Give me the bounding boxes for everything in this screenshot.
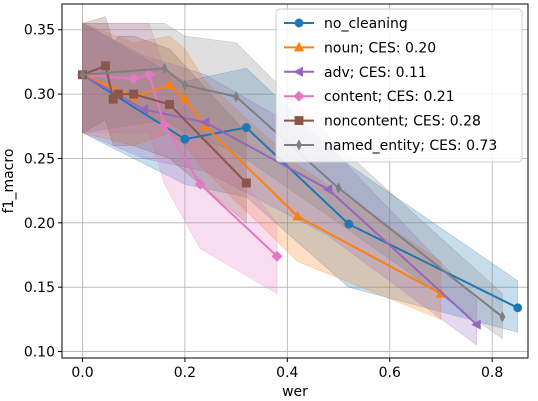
series-5 — [79, 62, 506, 323]
y-tick-label: 0.30 — [24, 87, 55, 103]
data-point — [164, 79, 175, 90]
series-2 — [76, 69, 481, 330]
legend-label: named_entity; CES: 0.73 — [324, 138, 497, 154]
data-point — [241, 178, 251, 188]
data-point — [181, 79, 188, 91]
x-tick-label: 0.2 — [174, 365, 196, 381]
data-point — [471, 319, 481, 330]
x-tick-label: 0.0 — [71, 365, 93, 381]
y-axis-label: f1_macro — [1, 149, 17, 214]
data-point — [79, 69, 86, 81]
data-point — [292, 210, 303, 221]
y-tick-label: 0.25 — [24, 151, 55, 167]
tick-layer: 0.0 0.2 0.4 0.6 0.8 0.10 0.15 0.20 0.25 0.30 0.35 — [24, 23, 503, 381]
data-point — [101, 61, 110, 71]
x-tick-label: 0.8 — [481, 365, 503, 381]
x-tick-label: 0.6 — [379, 365, 401, 381]
legend-label: noun; CES: 0.20 — [324, 40, 436, 56]
legend-marker — [293, 90, 305, 102]
legend-label: no_cleaning — [324, 16, 408, 32]
legend-item: no_cleaning — [284, 16, 408, 32]
legend-item: adv; CES: 0.11 — [284, 65, 427, 81]
legend-marker — [293, 41, 305, 52]
legend-label: content; CES: 0.21 — [324, 89, 455, 105]
data-point — [233, 90, 240, 103]
legend-label: adv; CES: 0.11 — [324, 65, 427, 81]
y-tick-label: 0.20 — [24, 216, 55, 232]
legend-marker — [293, 66, 303, 77]
data-point — [113, 89, 123, 99]
data-point — [241, 123, 251, 133]
x-tick-label: 0.4 — [276, 365, 298, 381]
data-point — [271, 250, 283, 262]
data-point — [335, 182, 342, 194]
x-axis-label: wer — [282, 384, 308, 400]
data-point — [513, 303, 523, 313]
legend-box — [275, 8, 523, 163]
data-point — [194, 178, 206, 190]
legend-item: named_entity; CES: 0.73 — [284, 138, 497, 154]
data-point — [322, 184, 333, 195]
y-tick-label: 0.10 — [24, 345, 55, 361]
legend: no_cleaning noun; CES: 0.20 adv; CES: 0.11… — [275, 8, 523, 163]
data-point — [138, 104, 148, 115]
line-layer — [76, 61, 523, 330]
legend-marker — [294, 116, 304, 126]
plot-frame — [61, 3, 529, 359]
data-point — [143, 69, 155, 81]
legend-label: noncontent; CES: 0.28 — [324, 114, 481, 130]
legend-item: noncontent; CES: 0.28 — [284, 114, 481, 130]
legend-item: noun; CES: 0.20 — [284, 40, 436, 56]
data-point — [165, 99, 174, 109]
data-point — [344, 219, 354, 229]
legend-marker — [296, 139, 302, 151]
y-tick-label: 0.15 — [24, 280, 55, 296]
data-point — [499, 311, 506, 323]
data-point — [108, 94, 118, 104]
data-point — [199, 117, 210, 128]
y-tick-label: 0.35 — [24, 23, 55, 39]
data-point — [158, 119, 170, 131]
data-point — [128, 73, 140, 85]
legend-marker — [294, 18, 304, 28]
legend-item: content; CES: 0.21 — [284, 89, 455, 105]
series-line-5 — [82, 67, 504, 318]
data-point — [179, 93, 191, 104]
series-band-2 — [82, 22, 478, 346]
data-point — [161, 62, 168, 75]
data-point — [180, 134, 190, 144]
data-point — [129, 89, 139, 99]
